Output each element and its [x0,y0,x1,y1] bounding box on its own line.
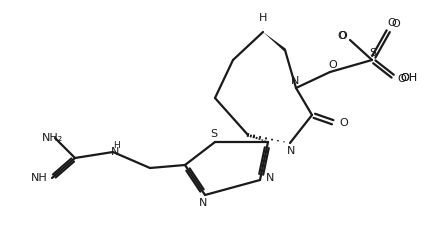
Text: N: N [291,76,299,86]
Text: O: O [338,31,346,41]
Text: N: N [266,173,274,183]
Text: NH₂: NH₂ [42,133,64,143]
Text: OH: OH [401,73,418,83]
Text: NH: NH [31,173,48,183]
Polygon shape [263,32,286,51]
Text: O: O [340,118,348,128]
Text: O: O [339,31,348,41]
Text: O: O [398,74,406,84]
Text: H: H [259,13,267,23]
Text: OH: OH [401,73,418,83]
Text: N: N [287,146,295,156]
Text: N: N [199,198,207,208]
Text: O: O [329,60,337,70]
Text: S: S [369,48,377,58]
Text: O: O [388,18,396,28]
Text: S: S [211,129,217,139]
Text: N: N [111,147,119,157]
Text: O: O [392,19,400,29]
Text: H: H [113,140,120,149]
